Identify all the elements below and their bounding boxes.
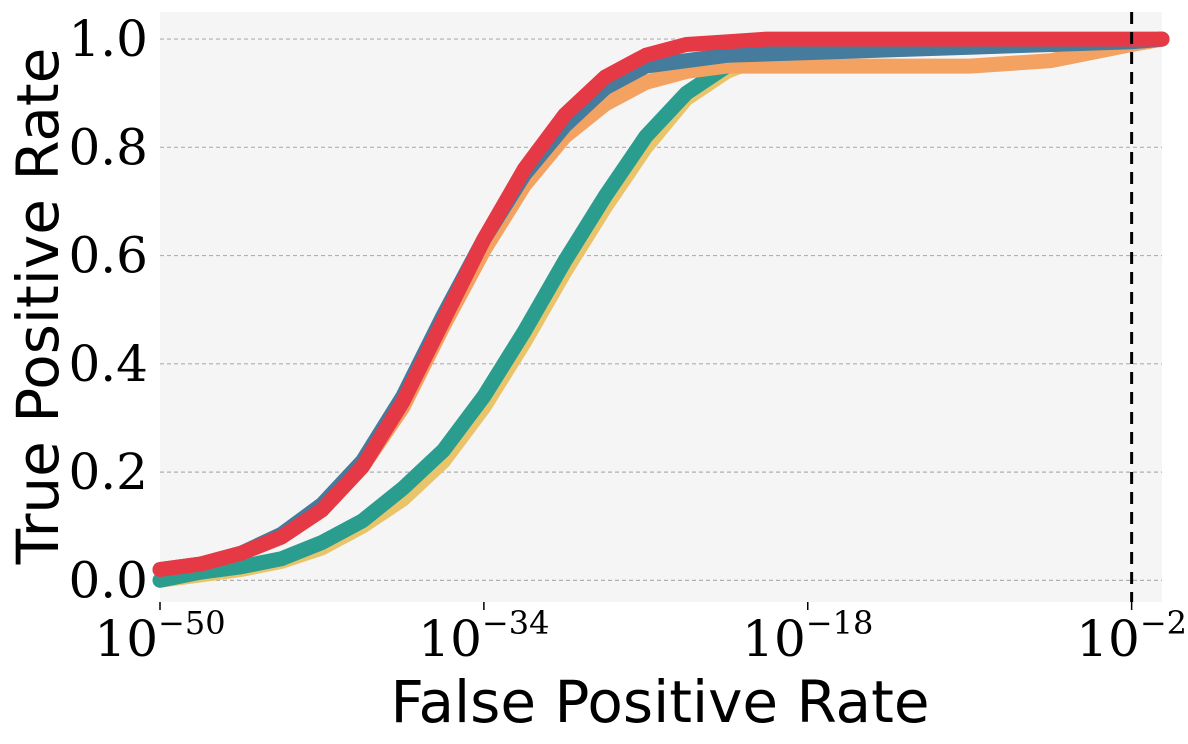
y-tick-label: 0.4 — [68, 335, 148, 393]
x-tick-labels: 10−50 10−34 10−18 10−2 — [94, 602, 1187, 668]
x-tick-base: 10 — [742, 610, 806, 668]
x-tick-base: 10 — [94, 610, 158, 668]
y-tick-label: 0.0 — [68, 551, 148, 609]
x-tick-label: 10−50 — [94, 604, 225, 668]
x-tick-exponent: −50 — [158, 604, 226, 642]
y-axis-label: True Positive Rate — [4, 48, 72, 566]
x-tick-base: 10 — [1076, 610, 1140, 668]
y-tick-label: 0.8 — [68, 118, 148, 176]
y-tick-label: 1.0 — [68, 10, 148, 68]
y-tick-labels: 0.0 0.2 0.4 0.6 0.8 1.0 — [68, 10, 148, 609]
series-line-5 — [152, 31, 1170, 577]
y-tick-label: 0.6 — [68, 227, 148, 285]
x-tick-label: 10−2 — [1076, 604, 1187, 668]
x-tick-exponent: −2 — [1140, 604, 1187, 642]
series-lines — [152, 31, 1170, 588]
grid-lines — [160, 38, 1162, 581]
x-tick-base: 10 — [418, 610, 482, 668]
x-tick-label: 10−34 — [418, 604, 549, 668]
y-tick-label: 0.2 — [68, 443, 148, 501]
x-tick-exponent: −18 — [806, 604, 874, 642]
x-tick-label: 10−18 — [742, 604, 873, 668]
x-axis-label: False Positive Rate — [390, 668, 929, 736]
x-tick-exponent: −34 — [482, 604, 550, 642]
